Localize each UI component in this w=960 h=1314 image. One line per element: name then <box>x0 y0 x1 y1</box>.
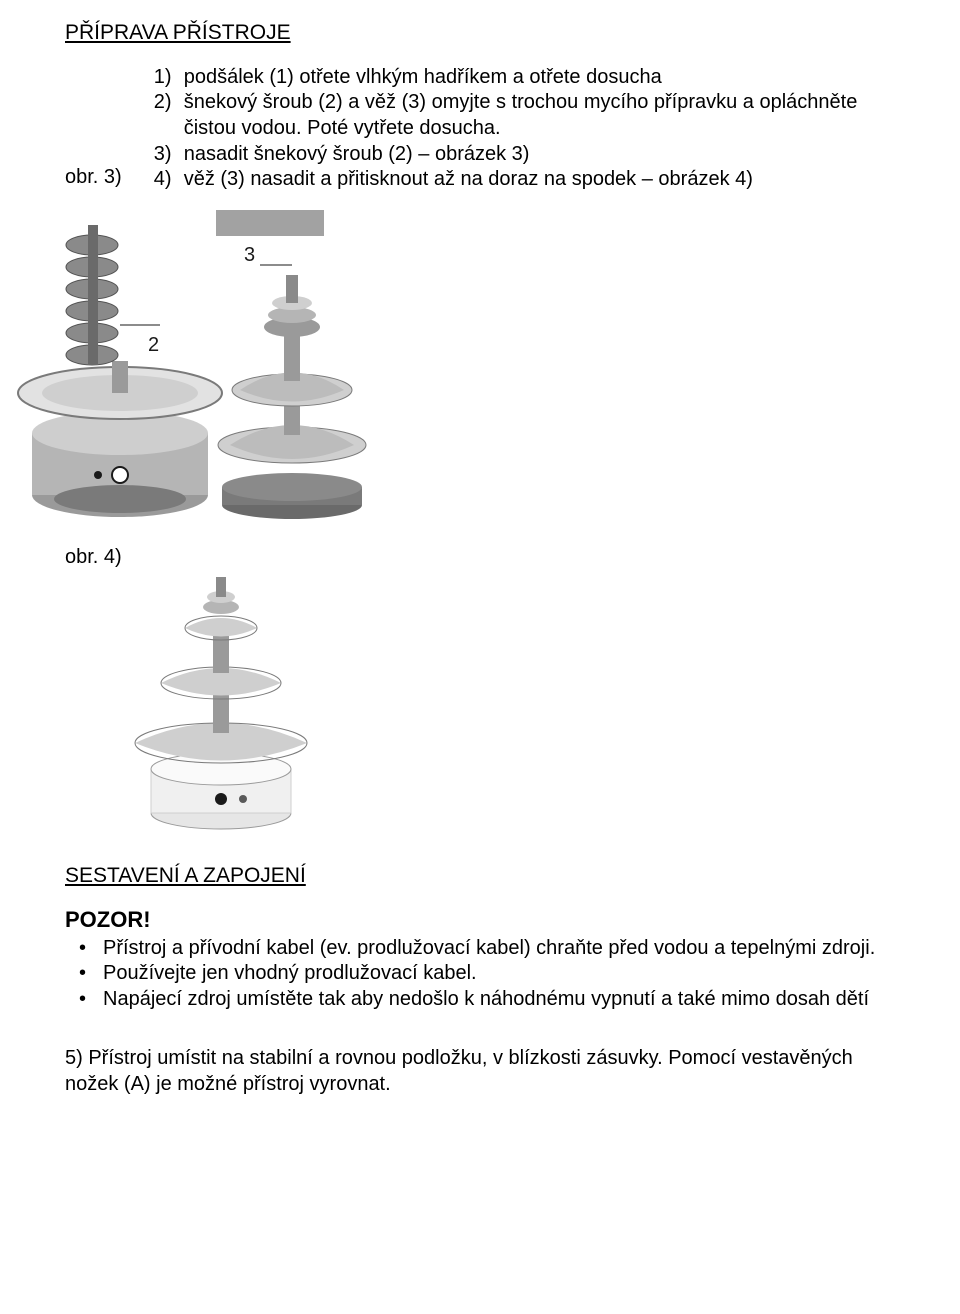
svg-text:3: 3 <box>244 244 255 266</box>
fig4-caption: obr. 4) <box>65 545 895 571</box>
list-num: 2) <box>154 90 184 141</box>
list-num: 3) <box>154 142 184 168</box>
fig3-illustration: 2 3 <box>0 195 382 528</box>
fig3-caption: obr. 3) <box>65 165 122 193</box>
list-item: Používejte jen vhodný prodlužovací kabel… <box>103 961 895 987</box>
list-item: 3)nasadit šnekový šroub (2) – obrázek 3) <box>154 142 895 168</box>
list-text: věž (3) nasadit a přitisknout až na dora… <box>184 167 753 193</box>
warning-bullets: Přístroj a přívodní kabel (ev. prodlužov… <box>65 936 895 1013</box>
list-text: podšálek (1) otřete vlhkým hadříkem a ot… <box>184 65 662 91</box>
instruction-list: 1)podšálek (1) otřete vlhkým hadříkem a … <box>154 65 895 193</box>
list-num: 4) <box>154 167 184 193</box>
heading-device-prep: PŘÍPRAVA PŘÍSTROJE <box>65 20 895 47</box>
list-item: 4)věž (3) nasadit a přitisknout až na do… <box>154 167 895 193</box>
list-text: nasadit šnekový šroub (2) – obrázek 3) <box>184 142 530 168</box>
figure-4 <box>105 573 895 841</box>
instruction-block: obr. 3) 1)podšálek (1) otřete vlhkým had… <box>65 65 895 193</box>
list-num: 1) <box>154 65 184 91</box>
list-text: šnekový šroub (2) a věž (3) omyjte s tro… <box>184 90 895 141</box>
list-item: Přístroj a přívodní kabel (ev. prodlužov… <box>103 936 895 962</box>
figure-3: 2 3 <box>0 195 895 536</box>
list-item: 2)šnekový šroub (2) a věž (3) omyjte s t… <box>154 90 895 141</box>
list-item: 1)podšálek (1) otřete vlhkým hadříkem a … <box>154 65 895 91</box>
warning-label: POZOR! <box>65 906 895 934</box>
svg-text:2: 2 <box>148 334 159 356</box>
fig4-illustration <box>105 573 337 833</box>
heading-assembly: SESTAVENÍ A ZAPOJENÍ <box>65 863 895 890</box>
step5-text: 5) Přístroj umístit na stabilní a rovnou… <box>65 1046 895 1097</box>
list-item: Napájecí zdroj umístěte tak aby nedošlo … <box>103 987 895 1013</box>
